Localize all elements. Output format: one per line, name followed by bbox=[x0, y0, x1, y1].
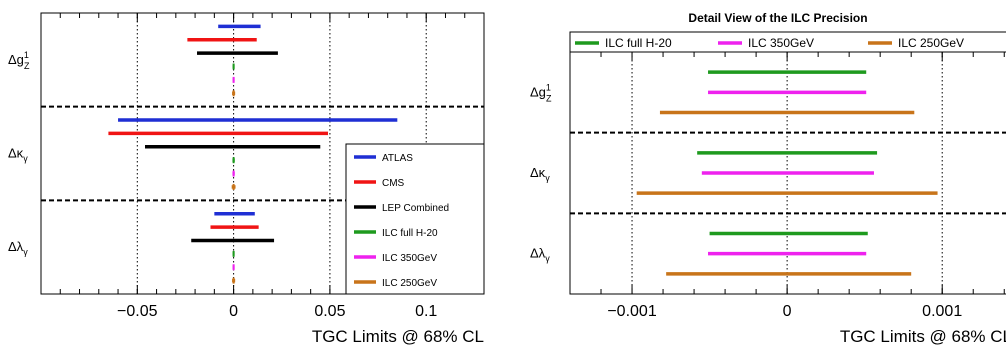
param-label: Δg1 Z bbox=[530, 82, 552, 103]
param-label: Δg1 Z bbox=[8, 50, 30, 71]
legend-box bbox=[345, 143, 485, 295]
x-tick-label: 0.05 bbox=[314, 303, 345, 320]
x-axis-title: TGC Limits @ 68% CL bbox=[312, 327, 484, 346]
legend-label: ILC 350GeV bbox=[748, 36, 814, 50]
x-tick-label: 0 bbox=[783, 303, 792, 320]
legend-label: ATLAS bbox=[382, 153, 413, 164]
x-tick-label: 0.1 bbox=[415, 303, 437, 320]
param-label: Δλγ bbox=[8, 239, 28, 257]
legend-label: CMS bbox=[382, 178, 405, 189]
x-tick-label: −0.05 bbox=[117, 303, 158, 320]
x-tick-label: −0.001 bbox=[607, 303, 656, 320]
x-tick-label: 0.001 bbox=[922, 303, 962, 320]
param-label: Δκγ bbox=[8, 146, 28, 164]
param-label: Δλγ bbox=[530, 246, 550, 264]
legend-label: ILC 250GeV bbox=[382, 278, 437, 289]
x-tick-label: 0 bbox=[229, 303, 238, 320]
legend-box bbox=[569, 31, 1006, 53]
legend-label: ILC full H-20 bbox=[382, 228, 438, 239]
param-label: Δκγ bbox=[530, 165, 550, 183]
legend-label: ILC 250GeV bbox=[898, 36, 964, 50]
legend-label: LEP Combined bbox=[382, 203, 449, 214]
chart-title: Detail View of the ILC Precision bbox=[688, 11, 867, 25]
legend-label: ILC 350GeV bbox=[382, 253, 437, 264]
x-axis-title: TGC Limits @ 68% CL bbox=[840, 327, 1006, 346]
legend-label: ILC full H-20 bbox=[605, 36, 672, 50]
